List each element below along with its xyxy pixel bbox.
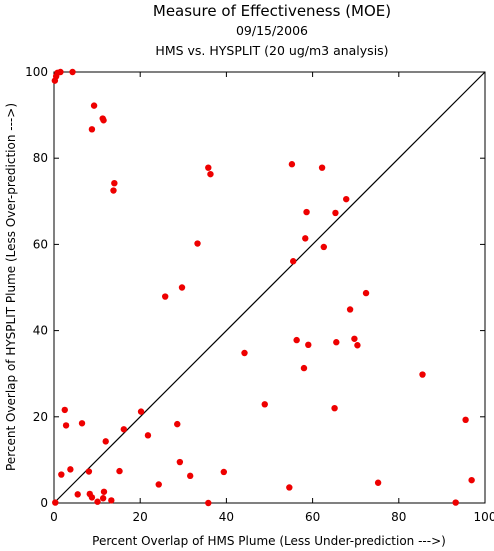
data-point — [351, 335, 358, 342]
data-point — [176, 458, 184, 466]
y-tick-label: 20 — [33, 410, 48, 424]
data-point — [290, 258, 297, 265]
data-point — [120, 426, 128, 433]
x-axis-label: Percent Overlap of HMS Plume (Less Under… — [92, 534, 446, 548]
y-axis-label: Percent Overlap of HYSPLIT Plume (Less O… — [4, 103, 18, 471]
x-tick-label: 80 — [391, 510, 406, 524]
data-point — [178, 284, 186, 291]
data-point — [205, 499, 212, 507]
data-point — [58, 471, 65, 478]
data-point — [67, 466, 74, 473]
data-point — [62, 422, 70, 429]
data-point — [452, 499, 459, 506]
data-point — [419, 371, 426, 378]
data-point — [88, 126, 96, 133]
data-point — [116, 467, 123, 475]
data-point — [57, 68, 64, 76]
data-point — [108, 497, 115, 504]
data-point — [333, 339, 340, 346]
data-point — [88, 494, 96, 501]
y-tick-label: 80 — [33, 151, 48, 165]
data-point — [100, 117, 107, 124]
data-point — [241, 349, 248, 357]
data-point — [137, 408, 145, 415]
data-point — [318, 164, 326, 171]
data-point — [102, 438, 109, 445]
data-point — [100, 488, 108, 495]
data-point — [462, 416, 469, 424]
chart-analysis: HMS vs. HYSPLIT (20 ug/m3 analysis) — [155, 43, 388, 58]
data-point — [144, 432, 152, 439]
data-point — [61, 406, 68, 414]
data-point — [288, 161, 296, 168]
data-point — [110, 187, 117, 194]
x-tick-label: 0 — [50, 510, 58, 524]
data-point — [207, 170, 214, 178]
data-point — [261, 401, 268, 408]
data-point — [99, 495, 107, 502]
x-tick-label: 100 — [474, 510, 494, 524]
data-point — [346, 306, 354, 313]
data-point — [302, 235, 309, 242]
data-point — [468, 476, 475, 484]
data-point — [343, 195, 350, 203]
reference-line — [53, 71, 486, 504]
data-point — [111, 179, 118, 187]
data-point — [320, 243, 328, 251]
data-point — [74, 491, 81, 498]
data-point — [155, 481, 162, 488]
x-tick-label: 60 — [305, 510, 320, 524]
data-point — [51, 77, 59, 84]
data-point — [354, 342, 361, 349]
data-point — [186, 472, 194, 480]
data-point — [94, 498, 101, 505]
data-point — [78, 420, 86, 427]
data-point — [332, 209, 339, 217]
data-point — [161, 293, 169, 300]
y-tick-label: 60 — [33, 237, 48, 251]
x-tick-label: 20 — [133, 510, 148, 524]
data-point — [362, 289, 370, 297]
y-tick-label: 40 — [33, 324, 48, 338]
y-tick-label: 100 — [25, 65, 48, 79]
x-tick-label: 40 — [219, 510, 234, 524]
data-point — [286, 484, 293, 491]
data-point — [303, 208, 310, 216]
chart-title: Measure of Effectiveness (MOE) — [153, 2, 391, 20]
data-point — [69, 68, 76, 76]
data-point — [331, 404, 338, 412]
data-point — [205, 164, 212, 171]
data-point — [52, 499, 59, 506]
data-point — [174, 420, 181, 428]
chart-date: 09/15/2006 — [236, 23, 308, 38]
data-point — [220, 468, 228, 476]
data-point — [194, 240, 201, 247]
data-point — [305, 341, 312, 349]
data-point — [374, 479, 382, 486]
data-point — [85, 468, 93, 475]
data-point — [293, 336, 300, 344]
plot-area-frame — [53, 71, 486, 504]
data-point — [90, 102, 98, 109]
data-point — [300, 364, 308, 372]
y-tick-label: 0 — [40, 496, 48, 510]
